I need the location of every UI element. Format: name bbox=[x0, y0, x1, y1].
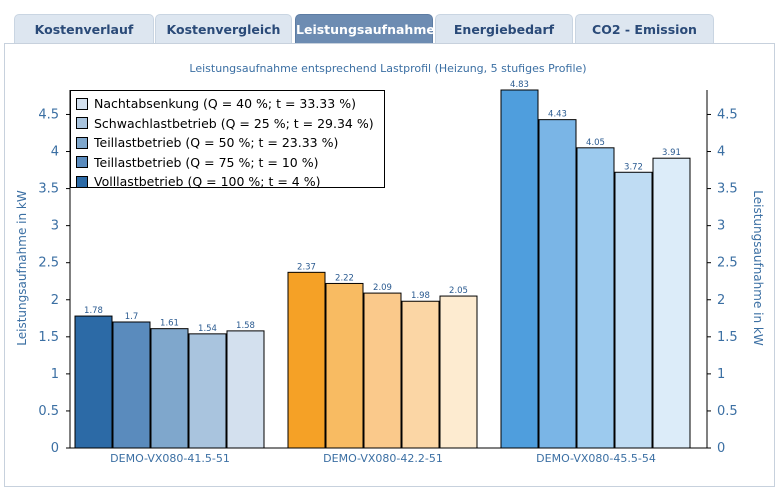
y-tick-label-right: 1.5 bbox=[717, 330, 738, 345]
tab-co2-emission[interactable]: CO2 - Emission bbox=[575, 14, 714, 43]
tab-leistungsaufnahme[interactable]: Leistungsaufnahme bbox=[295, 14, 435, 43]
bar-value-label: 2.09 bbox=[373, 283, 392, 293]
bar bbox=[652, 157, 691, 449]
bar-value-label: 3.72 bbox=[624, 162, 643, 172]
y-tick-label-right: 4 bbox=[717, 145, 725, 160]
y-tick-label-left: 0 bbox=[51, 441, 59, 456]
bar-value-label: 4.83 bbox=[510, 80, 529, 90]
y-tick-label-right: 4.5 bbox=[717, 107, 738, 122]
bar bbox=[401, 300, 440, 449]
bar bbox=[500, 89, 539, 449]
value-labels: 1.78 1.7 1.61 1.54 1.58 2.37 2.22 2.09 1.98 2.05 4… bbox=[84, 80, 681, 334]
y-tick-label-right: 1 bbox=[717, 367, 725, 382]
y-tick-label-left: 0.5 bbox=[38, 404, 59, 419]
legend-label: Volllastbetrieb (Q = 100 %; t = 4 %) bbox=[94, 174, 321, 190]
x-tick-label: DEMO-VX080-45.5-54 bbox=[536, 452, 656, 465]
y-tick-label-left: 4.5 bbox=[38, 107, 59, 122]
legend-label: Schwachlastbetrieb (Q = 25 %; t = 29.34 … bbox=[94, 115, 374, 131]
legend-item: Teillastbetrieb (Q = 50 %; t = 23.33 %) bbox=[76, 133, 384, 153]
bar bbox=[287, 271, 326, 449]
tab-kostenverlauf[interactable]: Kostenverlauf bbox=[14, 14, 154, 43]
y-tick-label-right: 2 bbox=[717, 293, 725, 308]
bar-value-label: 4.05 bbox=[586, 138, 605, 148]
bar-value-label: 1.58 bbox=[236, 321, 255, 331]
bar bbox=[363, 292, 402, 449]
tab-kostenvergleich[interactable]: Kostenvergleich bbox=[155, 14, 292, 43]
y-tick-label-left: 2 bbox=[51, 293, 59, 308]
tab-bar: Kostenverlauf Kostenvergleich Leistungsa… bbox=[0, 0, 779, 46]
y-tick-label-left: 3.5 bbox=[38, 182, 59, 197]
y-tick-label-right: 0.5 bbox=[717, 404, 738, 419]
chart-title: Leistungsaufnahme entsprechend Lastprofi… bbox=[189, 62, 586, 75]
legend-swatch bbox=[76, 156, 88, 169]
y-axis-label-left: Leistungsaufnahme in kW bbox=[15, 190, 29, 346]
y-tick-label-left: 2.5 bbox=[38, 256, 59, 271]
bar-value-label: 1.7 bbox=[125, 312, 139, 322]
bar bbox=[74, 315, 113, 449]
bar-value-label: 1.61 bbox=[160, 319, 179, 329]
bar bbox=[538, 119, 577, 449]
legend-swatch bbox=[76, 175, 88, 188]
bar bbox=[188, 333, 227, 449]
legend-swatch bbox=[76, 117, 88, 130]
bar-value-label: 1.54 bbox=[198, 324, 217, 334]
bar bbox=[226, 330, 265, 449]
y-tick-label-right: 0 bbox=[717, 441, 725, 456]
bar-value-label: 2.37 bbox=[297, 262, 316, 272]
bar-value-label: 4.43 bbox=[548, 110, 567, 120]
y-tick-label-left: 1 bbox=[51, 367, 59, 382]
bar bbox=[150, 328, 189, 449]
legend-label: Teillastbetrieb (Q = 75 %; t = 10 %) bbox=[94, 154, 319, 170]
legend: Nachtabsenkung (Q = 40 %; t = 33.33 %) S… bbox=[70, 90, 385, 189]
x-tick-label: DEMO-VX080-41.5-51 bbox=[110, 452, 230, 465]
legend-item: Volllastbetrieb (Q = 100 %; t = 4 %) bbox=[76, 172, 384, 192]
legend-item: Schwachlastbetrieb (Q = 25 %; t = 29.34 … bbox=[76, 114, 384, 134]
bar-value-label: 1.78 bbox=[84, 306, 103, 316]
bar bbox=[325, 282, 364, 449]
bar bbox=[614, 171, 653, 449]
legend-item: Teillastbetrieb (Q = 75 %; t = 10 %) bbox=[76, 153, 384, 173]
bars bbox=[74, 89, 691, 449]
y-tick-label-right: 2.5 bbox=[717, 256, 738, 271]
bar-value-label: 3.91 bbox=[662, 148, 681, 158]
y-axis-label-right: Leistungsaufnahme in kW bbox=[751, 190, 765, 346]
y-tick-label-right: 3 bbox=[717, 219, 725, 234]
tab-energiebedarf[interactable]: Energiebedarf bbox=[435, 14, 573, 43]
bar bbox=[576, 147, 615, 449]
bar-value-label: 1.98 bbox=[411, 291, 430, 301]
legend-item: Nachtabsenkung (Q = 40 %; t = 33.33 %) bbox=[76, 94, 384, 114]
legend-label: Teillastbetrieb (Q = 50 %; t = 23.33 %) bbox=[94, 135, 339, 151]
axes: 0 0 0.5 0.5 1 1 1.5 1.5 2 2 2.5 2.5 3 3 3.5 3.5 4 4 4.5 4.5… bbox=[38, 90, 738, 465]
bar-value-label: 2.05 bbox=[449, 286, 468, 296]
y-tick-label-left: 4 bbox=[51, 145, 59, 160]
legend-swatch bbox=[76, 136, 88, 149]
x-tick-label: DEMO-VX080-42.2-51 bbox=[323, 452, 443, 465]
legend-label: Nachtabsenkung (Q = 40 %; t = 33.33 %) bbox=[94, 96, 356, 112]
y-tick-label-right: 3.5 bbox=[717, 182, 738, 197]
bar bbox=[112, 321, 151, 449]
y-tick-label-left: 1.5 bbox=[38, 330, 59, 345]
legend-swatch bbox=[76, 97, 88, 110]
bar bbox=[439, 295, 478, 449]
y-tick-label-left: 3 bbox=[51, 219, 59, 234]
bar-value-label: 2.22 bbox=[335, 273, 354, 283]
